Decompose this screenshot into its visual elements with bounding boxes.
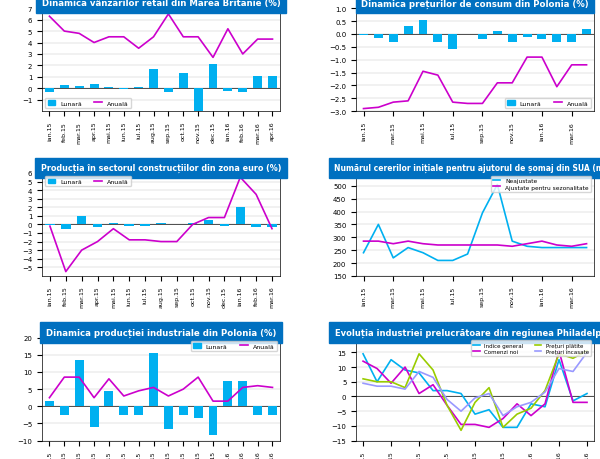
Bar	[45, 401, 54, 406]
Bar	[124, 225, 134, 227]
Bar	[60, 86, 69, 89]
Bar	[194, 406, 203, 419]
Bar	[156, 223, 166, 225]
Bar	[93, 225, 102, 228]
Bar	[253, 77, 262, 89]
Bar	[582, 30, 591, 35]
Bar	[104, 391, 113, 406]
Bar	[419, 21, 427, 35]
Bar	[374, 35, 383, 39]
Bar	[223, 89, 232, 91]
Bar	[134, 406, 143, 415]
Bar	[134, 88, 143, 89]
Bar	[77, 216, 86, 225]
Bar	[140, 225, 150, 227]
Bar	[238, 381, 247, 406]
Bar	[238, 89, 247, 93]
Bar	[164, 89, 173, 93]
Bar	[164, 406, 173, 429]
Bar	[149, 353, 158, 406]
Bar	[61, 225, 71, 229]
Title: Evoluția industriei prelucrătoare din regiunea Philadelphia: Evoluția industriei prelucrătoare din re…	[335, 328, 600, 337]
Bar	[109, 223, 118, 225]
Bar	[493, 32, 502, 35]
Title: Producția în sectorul construcțiilor din zona euro (%): Producția în sectorul construcțiilor din…	[41, 164, 281, 173]
Bar	[179, 406, 188, 415]
Legend: Lunară, Anuală: Lunară, Anuală	[191, 341, 277, 352]
Bar	[204, 221, 214, 225]
Bar	[104, 88, 113, 89]
Bar	[119, 406, 128, 415]
Bar	[523, 35, 532, 38]
Legend: Neajustate, Ajustate pentru sezonalitate: Neajustate, Ajustate pentru sezonalitate	[491, 176, 591, 192]
Bar	[209, 65, 217, 89]
Title: Dinamica prețurilor de consum din Polonia (%): Dinamica prețurilor de consum din Poloni…	[361, 0, 589, 9]
Title: Dinamica producției industriale din Polonia (%): Dinamica producției industriale din Polo…	[46, 328, 276, 337]
Bar	[220, 225, 229, 227]
Bar	[60, 406, 69, 415]
Bar	[119, 89, 128, 90]
Bar	[149, 70, 158, 89]
Bar	[268, 77, 277, 89]
Bar	[253, 406, 262, 415]
Bar	[478, 35, 487, 40]
Bar	[538, 35, 547, 40]
Bar	[553, 35, 561, 43]
Bar	[268, 406, 277, 415]
Legend: Lunară, Anuală: Lunară, Anuală	[45, 177, 131, 187]
Bar	[45, 89, 54, 93]
Bar	[389, 35, 398, 43]
Legend: Lunară, Anuală: Lunară, Anuală	[45, 98, 131, 109]
Bar	[236, 208, 245, 225]
Bar	[45, 225, 55, 226]
Bar	[172, 224, 182, 225]
Bar	[448, 35, 457, 50]
Bar	[359, 35, 368, 36]
Bar	[567, 35, 576, 43]
Bar	[89, 406, 98, 427]
Bar	[433, 35, 442, 43]
Title: Numărul cererilor inițiale pentru ajutorul de șomaj din SUA (mil.): Numărul cererilor inițiale pentru ajutor…	[334, 164, 600, 173]
Bar	[508, 35, 517, 43]
Bar	[251, 225, 261, 228]
Bar	[75, 360, 83, 406]
Bar	[89, 84, 98, 89]
Bar	[179, 74, 188, 89]
Bar	[194, 89, 203, 115]
Title: Dinamica vânzărilor retail din Marea Britanie (%): Dinamica vânzărilor retail din Marea Bri…	[41, 0, 280, 8]
Legend: Lunară, Anuală: Lunară, Anuală	[505, 98, 591, 109]
Bar	[188, 223, 197, 225]
Bar	[267, 225, 277, 228]
Bar	[75, 87, 83, 89]
Bar	[223, 381, 232, 406]
Bar	[209, 406, 217, 436]
Legend: Indice general, Comenzi noi, Prețuri plătite, Prețuri încasate: Indice general, Comenzi noi, Prețuri plă…	[471, 341, 591, 357]
Bar	[404, 27, 413, 35]
